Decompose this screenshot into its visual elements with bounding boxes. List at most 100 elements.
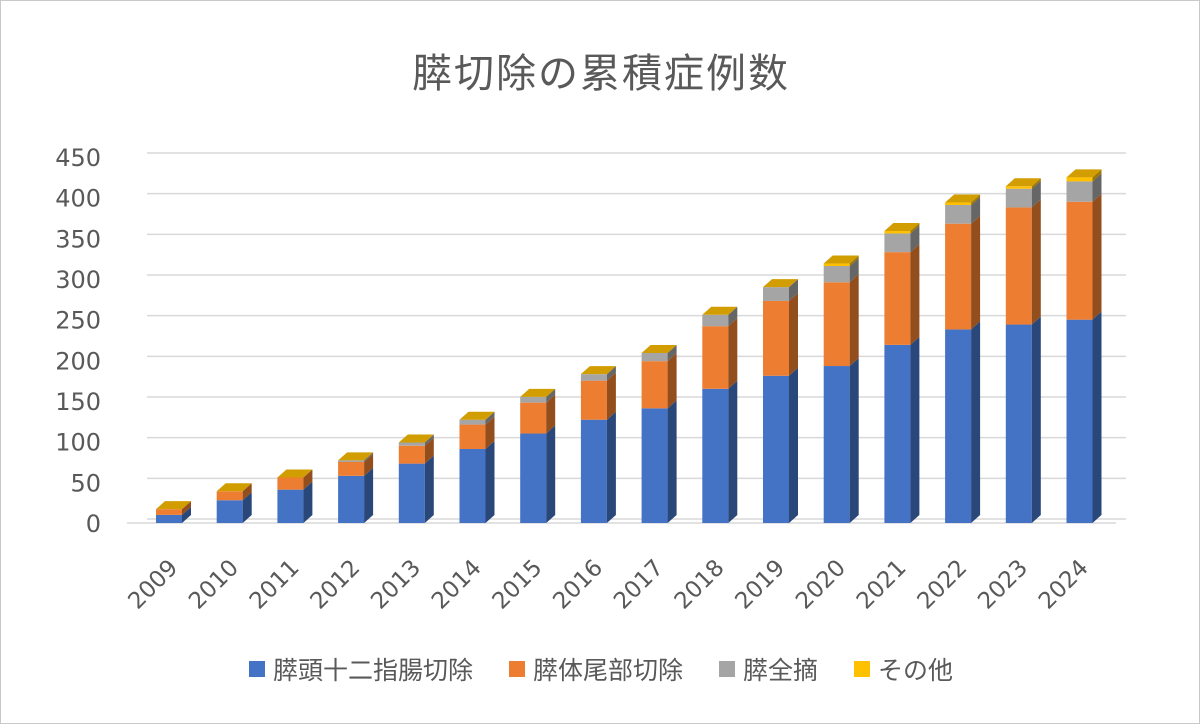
- x-tick-label: 2014: [427, 555, 487, 615]
- bar-front: [945, 329, 972, 523]
- bar-segment: [641, 400, 677, 523]
- bar-side: [424, 434, 434, 446]
- bar-side: [728, 318, 738, 389]
- bar-segment: [216, 492, 252, 523]
- x-tick-label: 2022: [913, 555, 973, 615]
- legend-label: 膵頭十二指腸切除: [272, 656, 473, 685]
- legend-item: 膵頭十二指腸切除: [248, 651, 473, 687]
- bar-front: [763, 287, 789, 301]
- bar-segment: [823, 257, 859, 283]
- bar-front: [823, 265, 850, 283]
- bar-top: [1005, 178, 1041, 187]
- bar-front: [338, 475, 365, 523]
- bar-side: [910, 223, 920, 234]
- legend-label: 膵体尾部切除: [532, 656, 683, 685]
- bar-side: [242, 492, 252, 523]
- bar-top: [702, 306, 738, 315]
- bar-front: [277, 477, 304, 490]
- bar-segment: [459, 411, 495, 425]
- bar-front: [945, 223, 972, 330]
- bar-front: [580, 419, 607, 523]
- bar-side: [1031, 180, 1041, 208]
- bar-front: [459, 419, 486, 425]
- bar-side: [910, 244, 920, 345]
- y-tick-label: 450: [55, 144, 101, 172]
- bar-front: [641, 353, 668, 362]
- bar-segment: [277, 469, 313, 490]
- bar-front: [338, 462, 365, 476]
- bar-top: [277, 469, 313, 478]
- x-tick-label: 2024: [1034, 555, 1094, 615]
- bar-front: [702, 326, 729, 389]
- bar-segment: [1066, 169, 1102, 182]
- bar-top: [763, 279, 798, 288]
- x-tick-label: 2010: [184, 555, 244, 615]
- bar-front: [823, 366, 850, 523]
- y-tick-label: 100: [55, 429, 101, 457]
- y-tick-label: 350: [55, 225, 101, 253]
- bar-front: [945, 204, 972, 224]
- bar-segment: [884, 244, 920, 345]
- y-tick-label: 50: [70, 469, 101, 497]
- legend-swatch: [508, 661, 525, 677]
- bar-side: [364, 454, 374, 476]
- bar-segment: [1066, 193, 1102, 320]
- bar-segment: [823, 255, 859, 266]
- bar-side: [1092, 173, 1102, 202]
- bar-side: [485, 411, 495, 425]
- y-tick-label: 200: [55, 347, 101, 375]
- bar-front: [459, 424, 486, 449]
- legend-item: 膵体尾部切除: [508, 651, 683, 687]
- bar-segment: [945, 215, 981, 330]
- bar-front: [277, 489, 304, 523]
- bar-segment: [945, 194, 981, 205]
- bar-front: [1066, 201, 1093, 320]
- bar-segment: [763, 292, 798, 376]
- bar-front: [884, 233, 911, 253]
- bar-segment: [1005, 316, 1041, 523]
- bar-segment: [1005, 199, 1041, 325]
- bar-side: [182, 506, 191, 523]
- bar-segment: [398, 455, 434, 523]
- bar-side: [849, 255, 859, 266]
- y-tick-label: 150: [55, 388, 101, 416]
- bar-side: [485, 440, 495, 523]
- x-tick-label: 2016: [548, 555, 608, 615]
- bar-side: [1092, 193, 1102, 320]
- bar-side: [667, 400, 677, 523]
- bar-side: [667, 345, 677, 362]
- legend-label: 膵全摘: [743, 656, 819, 685]
- bar-top: [641, 345, 677, 354]
- bar-segment: [702, 380, 738, 523]
- bar-front: [763, 300, 789, 376]
- x-tick-label: 2011: [245, 555, 305, 615]
- bar-segment: [945, 196, 981, 224]
- x-tick-label: 2013: [366, 555, 426, 615]
- bar-segment: [1005, 178, 1041, 189]
- bar-front: [641, 408, 668, 523]
- bar-side: [789, 279, 798, 301]
- bar-side: [789, 367, 798, 523]
- bar-front: [156, 509, 182, 515]
- bar-side: [1092, 169, 1102, 182]
- bar-segment: [884, 223, 920, 234]
- bar-front: [1066, 319, 1093, 523]
- bar-segment: [1005, 180, 1041, 208]
- chart-legend: 膵頭十二指腸切除 膵体尾部切除 膵全摘 その他: [1, 651, 1200, 687]
- bar-segment: [338, 467, 374, 523]
- bar-front: [398, 442, 425, 446]
- x-tick-label: 2018: [670, 555, 730, 615]
- bar-top: [216, 483, 252, 492]
- bar-side: [849, 274, 859, 367]
- bar-side: [1031, 316, 1041, 523]
- y-tick-label: 300: [55, 266, 101, 294]
- bar-top: [580, 366, 616, 375]
- bar-segment: [945, 321, 981, 523]
- x-tick-label: 2021: [852, 555, 912, 615]
- y-tick-label: 250: [55, 307, 101, 335]
- bar-segment: [823, 358, 859, 523]
- legend-item: その他: [854, 651, 953, 687]
- bar-front: [1005, 324, 1032, 523]
- bar-side: [303, 481, 313, 523]
- bar-side: [789, 292, 798, 376]
